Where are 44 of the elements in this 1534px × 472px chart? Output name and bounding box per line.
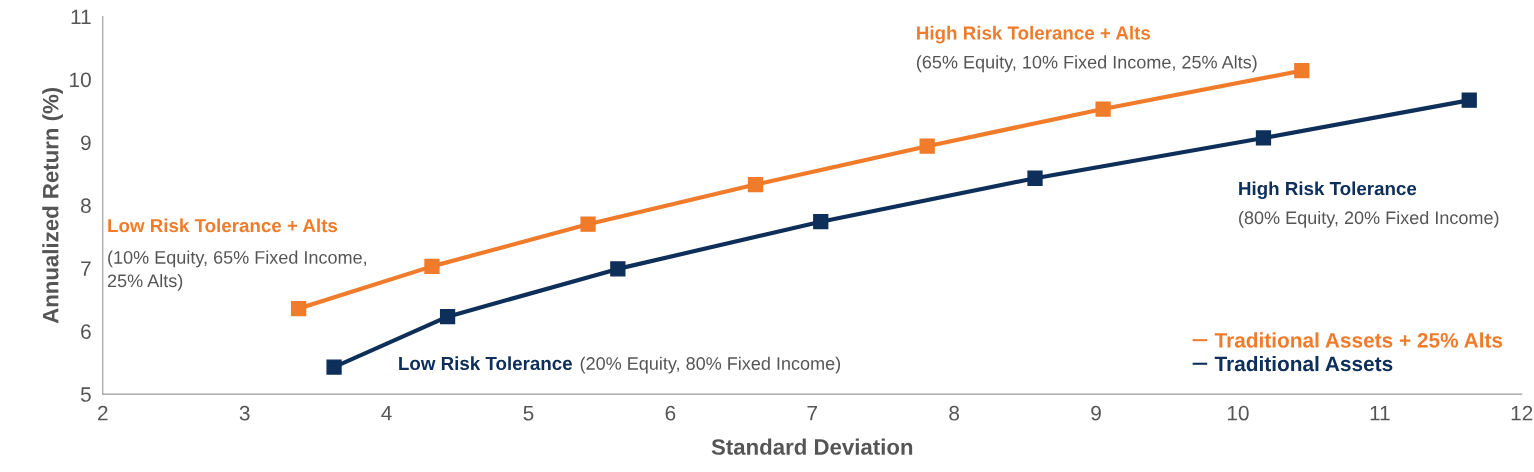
point [1027,170,1043,186]
x-tick-label: 9 [1091,405,1101,421]
y-tick-label: 8 [80,198,91,214]
legend-label: Traditional Assets + 25% Alts [1214,332,1503,348]
x-tick-label: 5 [523,406,534,421]
y-tick-label: 5 [80,387,91,402]
y-tick-label: 7 [81,261,91,276]
point [747,176,764,193]
y-tick-label: 11 [71,9,91,25]
x-tick-label: 7 [807,406,817,421]
x-tick-label: 10 [1227,405,1249,421]
point [1095,101,1111,117]
y-tick-label: 6 [81,324,91,339]
point [424,258,440,275]
point [1294,63,1310,79]
y-tick-label: 10 [70,72,91,88]
x-tick-label: 6 [665,405,676,421]
x-tick-label: 2 [98,405,108,421]
y-axis-title: Annualized Return (%) [42,87,63,324]
y-tick-label: 9 [81,135,91,151]
x-tick-label: 11 [1370,406,1390,421]
point [1461,92,1477,108]
x-tick-label: 3 [239,405,250,421]
annotation: (65% Equity, 10% Fixed Income, 25% Alts) [916,55,1257,73]
point [439,309,456,325]
x-tick-label: 4 [381,406,392,421]
x-tick-label: 12 [1511,405,1533,421]
annotation: (80% Equity, 20% Fixed Income) [1239,210,1499,228]
annotation: High Risk Tolerance + Alts [917,25,1151,44]
point [1255,130,1272,146]
annotation: (20% Equity, 80% Fixed Income) [580,356,841,374]
legend-label: Traditional Assets [1214,355,1393,372]
point [580,216,596,232]
point [326,359,342,375]
point [290,300,307,317]
annotation: High Risk Tolerance [1239,181,1417,199]
point [919,138,935,154]
x-axis-title: Standard Deviation [711,438,913,455]
x-tick-label: 8 [949,405,960,421]
annotation: Low Risk Tolerance [399,356,572,371]
point [813,214,829,230]
annotation: Low Risk Tolerance + Alts [108,218,338,233]
point [610,261,626,277]
annotation: (10% Equity, 65% Fixed Income, 25% Alts) [107,250,367,291]
